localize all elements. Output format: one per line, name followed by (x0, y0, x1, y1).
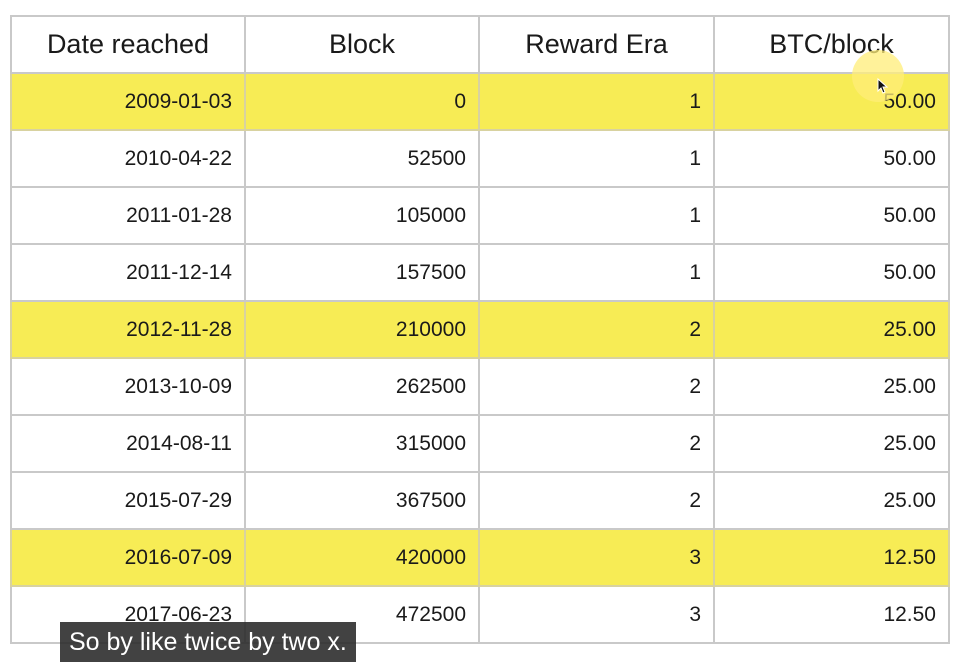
cell-reward-era: 2 (478, 471, 715, 530)
cell-date: 2011-12-14 (10, 243, 246, 302)
cell-reward-era: 1 (478, 72, 715, 131)
table-row: 2016-07-09 420000 3 12.50 (10, 528, 950, 587)
cell-btc-per-block: 25.00 (713, 414, 950, 473)
cell-block: 315000 (244, 414, 480, 473)
cell-reward-era: 3 (478, 585, 715, 644)
cell-reward-era: 2 (478, 357, 715, 416)
cell-block: 52500 (244, 129, 480, 188)
cell-block: 157500 (244, 243, 480, 302)
cell-btc-per-block: 50.00 (713, 129, 950, 188)
cell-block: 262500 (244, 357, 480, 416)
cell-block: 367500 (244, 471, 480, 530)
table-row: 2010-04-22 52500 1 50.00 (10, 129, 950, 188)
halving-table: Date reached Block Reward Era BTC/block … (10, 15, 950, 644)
table-row: 2011-01-28 105000 1 50.00 (10, 186, 950, 245)
cell-block: 210000 (244, 300, 480, 359)
cell-block: 105000 (244, 186, 480, 245)
cell-block: 0 (244, 72, 480, 131)
cell-btc-per-block: 25.00 (713, 357, 950, 416)
cell-date: 2015-07-29 (10, 471, 246, 530)
subtitle-caption: So by like twice by two x. (60, 622, 356, 662)
table-row: 2017-06-23 472500 3 12.50 (10, 585, 950, 644)
cell-btc-per-block: 25.00 (713, 471, 950, 530)
cell-block: 472500 (244, 585, 480, 644)
cell-reward-era: 1 (478, 186, 715, 245)
cell-reward-era: 1 (478, 129, 715, 188)
cell-reward-era: 2 (478, 414, 715, 473)
cell-date: 2010-04-22 (10, 129, 246, 188)
cell-btc-per-block: 25.00 (713, 300, 950, 359)
column-header-btc-per-block: BTC/block (713, 15, 950, 74)
cell-date: 2016-07-09 (10, 528, 246, 587)
column-header-date: Date reached (10, 15, 246, 74)
cell-reward-era: 3 (478, 528, 715, 587)
cell-reward-era: 1 (478, 243, 715, 302)
cell-btc-per-block: 50.00 (713, 186, 950, 245)
cell-reward-era: 2 (478, 300, 715, 359)
table-row: 2013-10-09 262500 2 25.00 (10, 357, 950, 416)
table-row: 2014-08-11 315000 2 25.00 (10, 414, 950, 473)
column-header-block: Block (244, 15, 480, 74)
table-row: 2015-07-29 367500 2 25.00 (10, 471, 950, 530)
column-header-reward-era: Reward Era (478, 15, 715, 74)
cell-btc-per-block: 50.00 (713, 72, 950, 131)
cell-btc-per-block: 12.50 (713, 528, 950, 587)
table-row: 2009-01-03 0 1 50.00 (10, 72, 950, 131)
cell-date: 2011-01-28 (10, 186, 246, 245)
cell-date: 2013-10-09 (10, 357, 246, 416)
cell-btc-per-block: 50.00 (713, 243, 950, 302)
table-header-row: Date reached Block Reward Era BTC/block (10, 15, 950, 74)
cell-btc-per-block: 12.50 (713, 585, 950, 644)
cell-date: 2009-01-03 (10, 72, 246, 131)
table-row: 2011-12-14 157500 1 50.00 (10, 243, 950, 302)
table-body: 2009-01-03 0 1 50.00 2010-04-22 52500 1 … (10, 72, 950, 644)
cell-date: 2012-11-28 (10, 300, 246, 359)
table-row: 2012-11-28 210000 2 25.00 (10, 300, 950, 359)
cell-date: 2014-08-11 (10, 414, 246, 473)
cell-block: 420000 (244, 528, 480, 587)
